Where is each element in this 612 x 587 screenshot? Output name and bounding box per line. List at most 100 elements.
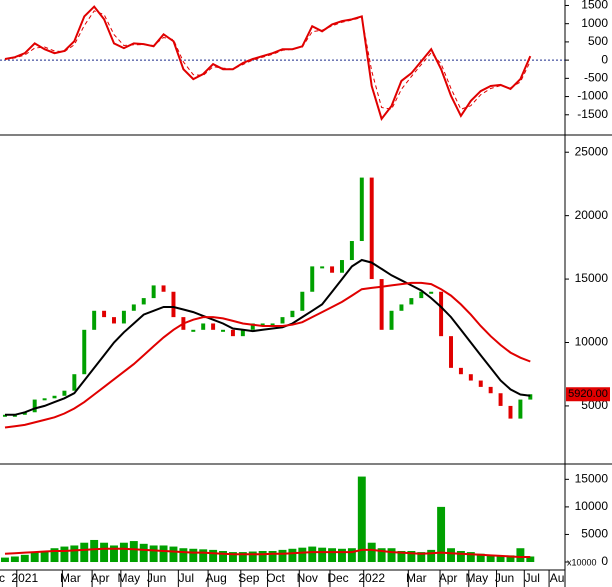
x-tick-label: Jul	[179, 571, 194, 585]
candle	[339, 260, 344, 273]
unit-label: x10000	[567, 557, 597, 567]
candle	[439, 291, 444, 337]
x-tick-label: Jun	[147, 571, 166, 585]
volume-bar	[70, 545, 79, 563]
y-tick-label: 0	[601, 52, 608, 66]
volume-bar	[466, 552, 475, 563]
candle	[409, 298, 414, 305]
volume-bar	[50, 548, 59, 563]
x-tick-label: May	[465, 571, 488, 585]
volume-bar	[407, 550, 416, 563]
candle	[42, 398, 47, 401]
volume-bar	[476, 553, 485, 563]
series-line	[4, 10, 531, 110]
candle	[270, 323, 275, 326]
y-tick-label: 500	[588, 34, 608, 48]
candle	[22, 412, 27, 415]
candle	[201, 323, 206, 330]
y-tick-label: 25000	[575, 144, 609, 158]
candle	[141, 298, 146, 305]
candle	[349, 241, 354, 261]
candle	[121, 310, 126, 324]
volume-bar	[288, 548, 297, 563]
x-tick-label: Jul	[525, 571, 540, 585]
y-tick-label: 5000	[581, 527, 608, 541]
volume-bar	[80, 542, 89, 563]
volume-bar	[417, 552, 426, 563]
candle	[399, 304, 404, 311]
candle	[310, 266, 315, 292]
volume-bar	[447, 548, 455, 563]
candle	[488, 386, 493, 394]
candle	[92, 310, 97, 330]
volume-bar	[0, 557, 9, 563]
y-tick-label: -1000	[577, 89, 608, 103]
volume-bar	[169, 546, 178, 563]
candle	[52, 395, 57, 399]
candle	[369, 177, 374, 280]
candle	[379, 279, 384, 330]
volume-bar	[397, 550, 406, 563]
volume-bar	[258, 550, 267, 563]
candle	[230, 329, 235, 337]
candle	[151, 285, 156, 299]
candle	[112, 317, 116, 324]
candle	[260, 323, 265, 326]
candle	[82, 329, 87, 375]
volume-bar	[189, 548, 198, 563]
x-tick-label: Mar	[60, 571, 81, 585]
volume-bar	[30, 552, 39, 563]
x-tick-label: Dec	[327, 571, 348, 585]
candle	[458, 367, 463, 375]
volume-bar	[338, 548, 346, 563]
candle	[429, 291, 434, 294]
volume-bar	[347, 548, 356, 563]
x-tick-label: Mar	[406, 571, 427, 585]
volume-bar	[437, 506, 446, 563]
volume-bar	[90, 539, 99, 563]
price-tag	[566, 387, 610, 402]
candle	[419, 291, 424, 299]
y-tick-label: 20000	[575, 208, 609, 222]
volume-bar	[367, 542, 376, 563]
x-tick-label: Aug	[205, 571, 226, 585]
volume-bar	[248, 551, 257, 563]
volume-bar	[20, 554, 29, 563]
volume-bar	[10, 556, 19, 563]
volume-bar	[149, 545, 158, 563]
candle	[211, 323, 216, 330]
x-tick-label: Oct	[266, 571, 285, 585]
volume-bar	[496, 556, 505, 563]
x-tick-label: Nov	[297, 571, 318, 585]
y-tick-label: 0	[601, 554, 608, 568]
candle	[290, 310, 295, 318]
candle	[250, 323, 255, 330]
y-tick-label: 10000	[575, 335, 609, 349]
series-line	[5, 258, 531, 416]
candle	[171, 291, 176, 318]
candle	[468, 374, 473, 381]
volume-bar	[387, 548, 396, 563]
volume-bar	[456, 550, 465, 563]
candle	[320, 266, 325, 269]
candle	[518, 399, 523, 419]
volume-bar	[100, 542, 109, 563]
candle	[330, 266, 335, 273]
candle	[359, 177, 364, 242]
volume-bar	[318, 547, 327, 563]
y-tick-label: 15000	[575, 472, 609, 486]
volume-bar	[238, 552, 247, 563]
volume-bar	[159, 545, 168, 563]
candle	[32, 399, 37, 413]
y-tick-label: -1500	[577, 107, 608, 121]
candle	[191, 329, 196, 332]
volume-bar	[506, 555, 515, 563]
candle	[449, 336, 453, 368]
volume-bar	[119, 542, 128, 563]
x-tick-label: Apr	[91, 571, 110, 585]
candle	[508, 405, 513, 419]
candle	[528, 394, 533, 400]
volume-bar	[110, 545, 118, 563]
